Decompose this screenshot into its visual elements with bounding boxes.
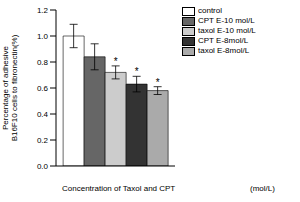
svg-text:0.0: 0.0 [37,162,49,171]
html-text:control: control [198,6,222,15]
svg-text:0.4: 0.4 [37,110,49,119]
html-text:Concentration of Taxol and CPT: Concentration of Taxol and CPT [62,184,176,193]
svg-text:0.6: 0.6 [37,84,49,93]
svg-text:*: * [156,77,160,88]
svg-text:0.2: 0.2 [37,136,49,145]
svg-text:*: * [114,56,118,67]
html-text:taxol E-10 mol/L: taxol E-10 mol/L [198,26,256,35]
html-text:CPT E-10 mol/L: CPT E-10 mol/L [198,16,255,25]
svg-text:1.2: 1.2 [37,6,49,15]
svg-text:0.8: 0.8 [37,58,49,67]
svg-text:Percentage of adhesiveB16F10 c: Percentage of adhesiveB16F10 cells to fi… [8,34,19,141]
html-text:CPT E-8mol/L: CPT E-8mol/L [198,36,249,45]
html-text:(mol/L): (mol/L) [250,184,275,193]
svg-text:1.0: 1.0 [37,32,49,41]
svg-text:*: * [135,66,139,77]
html-text:taxol E-8mol/L: taxol E-8mol/L [198,46,250,55]
